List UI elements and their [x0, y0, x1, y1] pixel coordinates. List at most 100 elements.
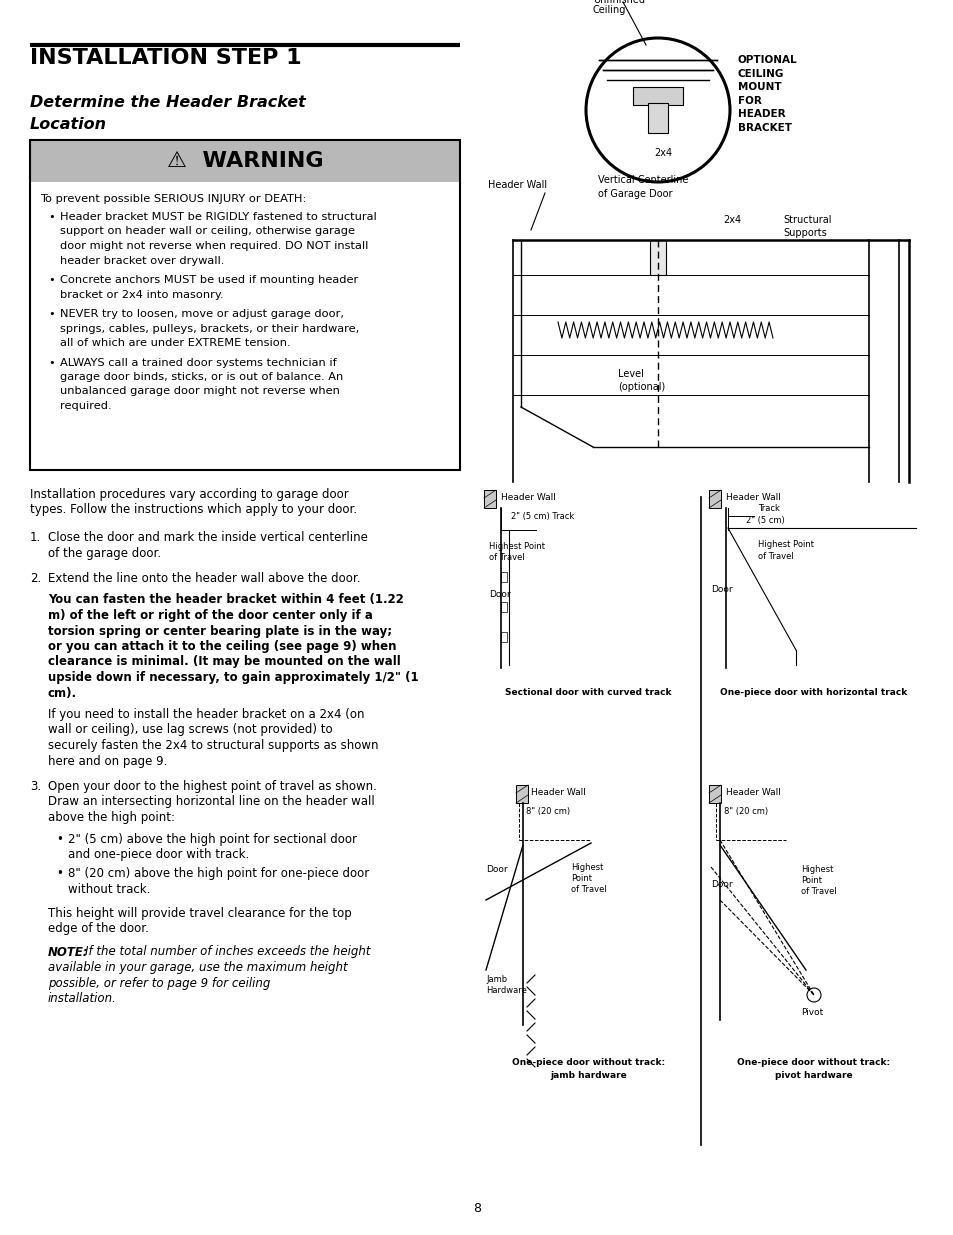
Text: above the high point:: above the high point: [48, 811, 174, 824]
Text: pivot hardware: pivot hardware [774, 1071, 851, 1079]
Text: clearance is minimal. (It may be mounted on the wall: clearance is minimal. (It may be mounted… [48, 656, 400, 668]
Text: •: • [56, 867, 63, 881]
Text: Track: Track [758, 504, 779, 513]
Text: without track.: without track. [68, 883, 151, 897]
Text: securely fasten the 2x4 to structural supports as shown: securely fasten the 2x4 to structural su… [48, 739, 378, 752]
Text: Header Wall: Header Wall [531, 788, 585, 797]
Text: (optional): (optional) [618, 382, 664, 391]
Text: 8" (20 cm): 8" (20 cm) [525, 806, 570, 816]
Text: Highest Point: Highest Point [758, 540, 813, 550]
Text: torsion spring or center bearing plate is in the way;: torsion spring or center bearing plate i… [48, 625, 392, 637]
Text: If the total number of inches exceeds the height: If the total number of inches exceeds th… [85, 946, 370, 958]
Text: •: • [48, 275, 54, 285]
Bar [30, 140, 459, 471]
Text: 8: 8 [473, 1202, 480, 1215]
Text: Location: Location [30, 117, 107, 132]
Text: Door: Door [489, 590, 510, 599]
Text: ⚠  WARNING: ⚠ WARNING [167, 151, 323, 170]
Text: One-piece door with horizontal track: One-piece door with horizontal track [720, 688, 906, 697]
Text: cm).: cm). [48, 687, 77, 699]
Bar [500, 572, 506, 582]
Text: Determine the Header Bracket: Determine the Header Bracket [30, 95, 305, 110]
Bar [708, 490, 720, 508]
Text: door might not reverse when required. DO NOT install: door might not reverse when required. DO… [60, 241, 368, 251]
Text: One-piece door without track:: One-piece door without track: [736, 1058, 889, 1067]
Bar [483, 490, 496, 508]
Text: 2x4: 2x4 [722, 215, 740, 225]
Text: Sectional door with curved track: Sectional door with curved track [505, 688, 671, 697]
Text: This height will provide travel clearance for the top: This height will provide travel clearanc… [48, 906, 352, 920]
Text: Vertical Centerline: Vertical Centerline [598, 175, 688, 185]
Text: Highest Point: Highest Point [489, 542, 544, 551]
Text: •: • [56, 832, 63, 846]
Text: 3.: 3. [30, 781, 41, 793]
Text: 8" (20 cm) above the high point for one-piece door: 8" (20 cm) above the high point for one-… [68, 867, 369, 881]
Text: Header Wall: Header Wall [725, 493, 781, 501]
Bar [647, 103, 667, 133]
Text: 2" (5 cm) above the high point for sectional door: 2" (5 cm) above the high point for secti… [68, 832, 356, 846]
Text: wall or ceiling), use lag screws (not provided) to: wall or ceiling), use lag screws (not pr… [48, 724, 333, 736]
Text: Open your door to the highest point of travel as shown.: Open your door to the highest point of t… [48, 781, 376, 793]
Text: Pivot: Pivot [801, 1008, 822, 1016]
Text: here and on page 9.: here and on page 9. [48, 755, 167, 767]
Text: 8" (20 cm): 8" (20 cm) [723, 806, 767, 816]
Text: Header Wall: Header Wall [500, 493, 556, 501]
Text: of Travel: of Travel [801, 887, 836, 897]
Text: INSTALLATION STEP 1: INSTALLATION STEP 1 [30, 48, 301, 68]
Text: of the garage door.: of the garage door. [48, 547, 161, 559]
Text: Unfinished: Unfinished [593, 0, 644, 5]
Text: or you can attach it to the ceiling (see page 9) when: or you can attach it to the ceiling (see… [48, 640, 396, 653]
Bar [633, 86, 682, 105]
Text: unbalanced garage door might not reverse when: unbalanced garage door might not reverse… [60, 387, 339, 396]
Bar [516, 785, 527, 803]
Text: Installation procedures vary according to garage door: Installation procedures vary according t… [30, 488, 349, 501]
Text: •: • [48, 357, 54, 368]
Text: Close the door and mark the inside vertical centerline: Close the door and mark the inside verti… [48, 531, 368, 543]
Text: Door: Door [485, 864, 507, 874]
Text: Door: Door [710, 881, 732, 889]
Text: Draw an intersecting horizontal line on the header wall: Draw an intersecting horizontal line on … [48, 795, 375, 809]
Text: If you need to install the header bracket on a 2x4 (on: If you need to install the header bracke… [48, 708, 364, 721]
Text: •: • [48, 309, 54, 319]
Text: available in your garage, use the maximum height: available in your garage, use the maximu… [48, 961, 347, 974]
Text: Hardware: Hardware [485, 986, 526, 995]
Text: Highest: Highest [571, 863, 602, 872]
Text: OPTIONAL
CEILING
MOUNT
FOR
HEADER
BRACKET: OPTIONAL CEILING MOUNT FOR HEADER BRACKE… [738, 56, 797, 133]
Text: Jamb: Jamb [485, 974, 507, 984]
Text: required.: required. [60, 401, 112, 411]
Text: of Travel: of Travel [571, 885, 606, 894]
Text: 2" (5 cm) Track: 2" (5 cm) Track [511, 513, 574, 521]
Text: Highest: Highest [801, 864, 833, 874]
Text: NEVER try to loosen, move or adjust garage door,: NEVER try to loosen, move or adjust gara… [60, 309, 344, 319]
Text: types. Follow the instructions which apply to your door.: types. Follow the instructions which app… [30, 504, 356, 516]
Text: NOTE:: NOTE: [48, 946, 89, 958]
Bar [708, 785, 720, 803]
Text: springs, cables, pulleys, brackets, or their hardware,: springs, cables, pulleys, brackets, or t… [60, 324, 359, 333]
Text: Header Wall: Header Wall [488, 180, 547, 190]
Bar [500, 601, 506, 613]
Text: upside down if necessary, to gain approximately 1/2" (1: upside down if necessary, to gain approx… [48, 671, 418, 684]
Text: header bracket over drywall.: header bracket over drywall. [60, 256, 224, 266]
Text: Door: Door [710, 585, 732, 594]
Text: 2x4: 2x4 [653, 148, 671, 158]
Text: installation.: installation. [48, 992, 117, 1005]
Text: Extend the line onto the header wall above the door.: Extend the line onto the header wall abo… [48, 572, 360, 585]
Text: jamb hardware: jamb hardware [550, 1071, 626, 1079]
Text: of Travel: of Travel [489, 553, 524, 562]
Text: all of which are under EXTREME tension.: all of which are under EXTREME tension. [60, 338, 291, 348]
Text: 2.: 2. [30, 572, 41, 585]
Text: Header bracket MUST be RIGIDLY fastened to structural: Header bracket MUST be RIGIDLY fastened … [60, 212, 376, 222]
Text: ALWAYS call a trained door systems technician if: ALWAYS call a trained door systems techn… [60, 357, 336, 368]
Text: •: • [48, 212, 54, 222]
Text: garage door binds, sticks, or is out of balance. An: garage door binds, sticks, or is out of … [60, 372, 343, 382]
Text: possible, or refer to page 9 for ceiling: possible, or refer to page 9 for ceiling [48, 977, 270, 989]
Text: and one-piece door with track.: and one-piece door with track. [68, 848, 249, 861]
Text: m) of the left or right of the door center only if a: m) of the left or right of the door cent… [48, 609, 373, 622]
Text: You can fasten the header bracket within 4 feet (1.22: You can fasten the header bracket within… [48, 594, 403, 606]
Text: Structural: Structural [782, 215, 831, 225]
Text: Ceiling: Ceiling [593, 5, 626, 15]
Bar [649, 240, 665, 275]
Text: Supports: Supports [782, 228, 826, 238]
Text: Level: Level [618, 369, 643, 379]
Text: support on header wall or ceiling, otherwise garage: support on header wall or ceiling, other… [60, 226, 355, 236]
